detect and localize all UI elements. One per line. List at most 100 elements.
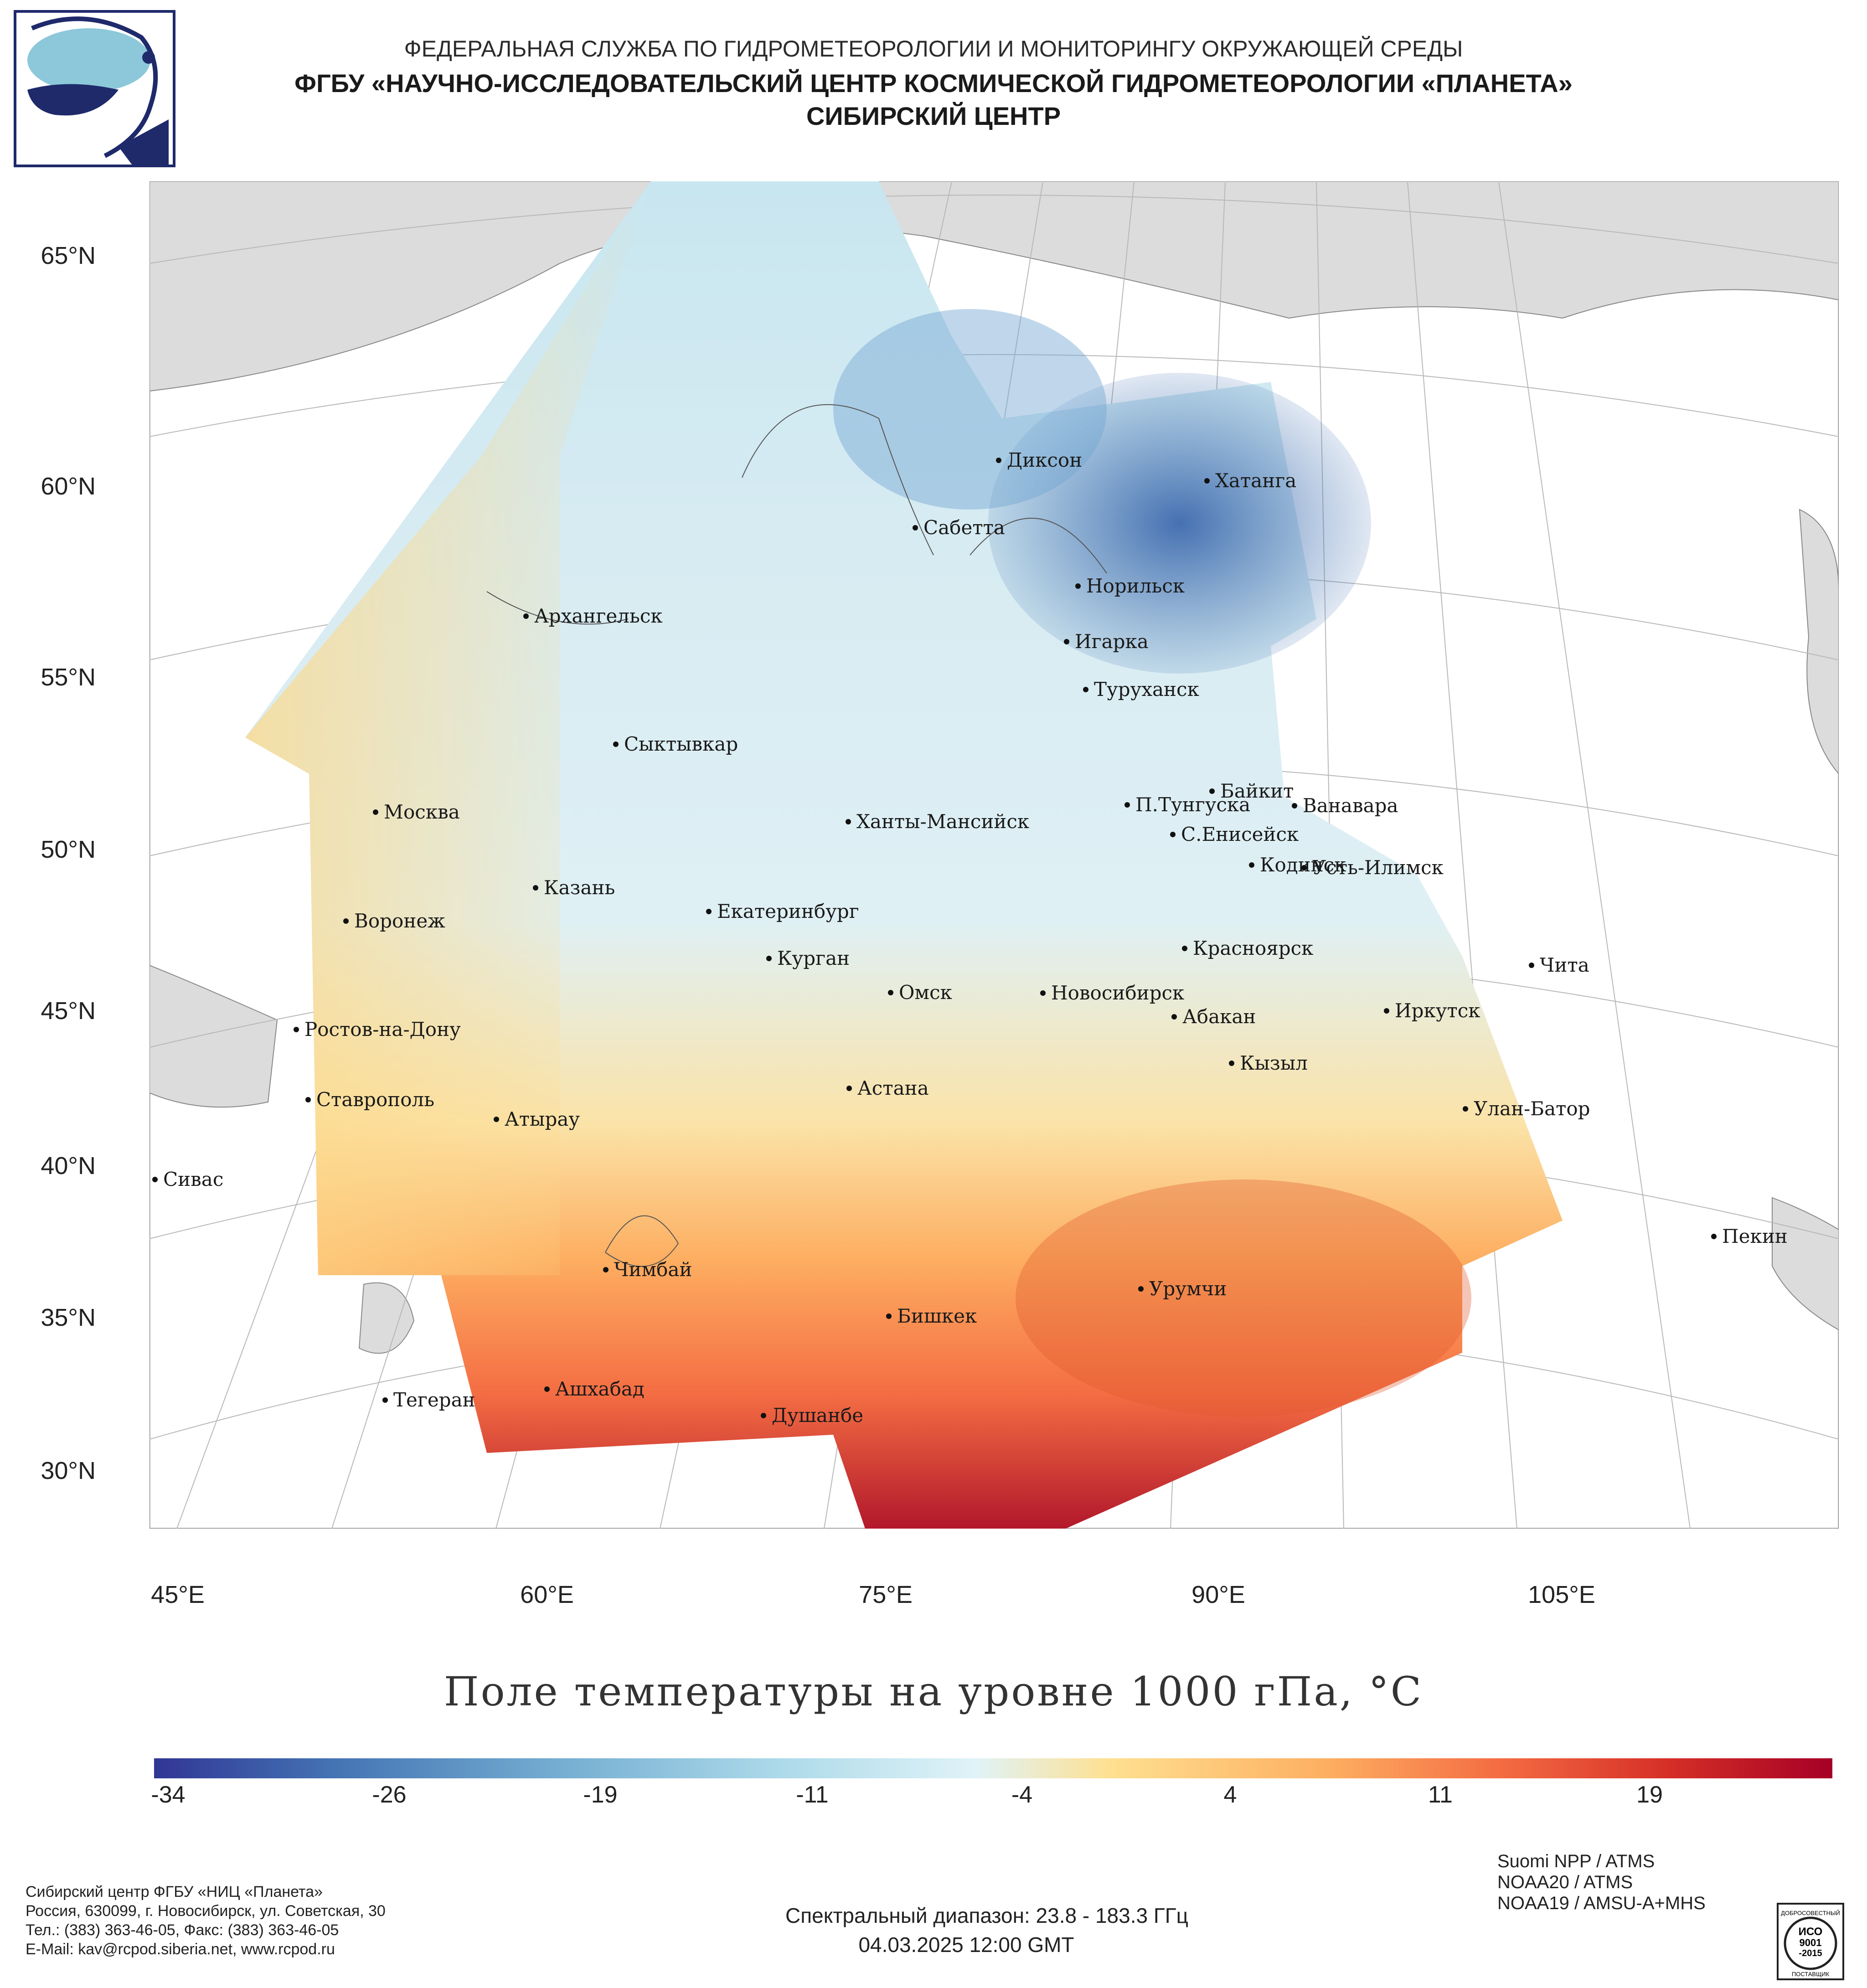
- city-dot: [343, 918, 349, 924]
- city-dot: [888, 990, 893, 995]
- city-label: Екатеринбург: [717, 900, 859, 922]
- city-label: Диксон: [1007, 449, 1082, 471]
- city-dot: [152, 1177, 158, 1182]
- lat-label-55: 55°N: [41, 664, 96, 691]
- city-label: Новосибирск: [1051, 982, 1184, 1004]
- lon-label-45: 45°E: [151, 1581, 205, 1608]
- city-label: Архангельск: [534, 605, 663, 627]
- svg-text:ИСО: ИСО: [1799, 1926, 1823, 1938]
- lat-label-35: 35°N: [41, 1304, 96, 1331]
- city-marker: Урумчи: [1138, 1277, 1227, 1300]
- city-label: Ванавара: [1303, 794, 1398, 817]
- city-marker: Омск: [888, 981, 952, 1004]
- city-label: Красноярск: [1193, 937, 1313, 959]
- city-dot: [886, 1313, 892, 1319]
- city-dot: [1171, 1014, 1177, 1020]
- city-label: Норильск: [1086, 575, 1185, 597]
- city-marker: Сабетта: [913, 516, 1005, 539]
- lat-label-60: 60°N: [41, 473, 96, 500]
- city-label: Пекин: [1722, 1225, 1788, 1247]
- org-phone: Тел.: (383) 363-46-05, Факс: (383) 363-4…: [26, 1921, 339, 1939]
- city-dot: [382, 1397, 388, 1403]
- city-dot: [996, 458, 1001, 463]
- svg-text:9001: 9001: [1800, 1937, 1822, 1948]
- city-label: Игарка: [1075, 630, 1149, 653]
- satellite-3: NOAA19 / AMSU-A+MHS: [1497, 1893, 1706, 1913]
- city-marker: Кызыл: [1229, 1052, 1308, 1074]
- city-label: Астана: [857, 1077, 929, 1099]
- lat-label-30: 30°N: [41, 1457, 96, 1484]
- lon-label-60: 60°E: [520, 1581, 574, 1608]
- city-marker: Москва: [373, 801, 460, 823]
- city-dot: [373, 809, 378, 815]
- city-marker: Игарка: [1064, 630, 1149, 653]
- city-marker: Сыктывкар: [613, 733, 738, 755]
- city-label: Улан-Батор: [1474, 1097, 1590, 1120]
- city-marker: П.Тунгуска: [1124, 793, 1250, 816]
- city-dot: [761, 1413, 766, 1418]
- city-dot: [533, 885, 538, 891]
- colorbar-tick: -34: [151, 1782, 186, 1808]
- lat-label-65: 65°N: [41, 242, 96, 269]
- colorbar-tick: -11: [796, 1782, 829, 1808]
- city-marker: Диксон: [996, 449, 1082, 471]
- city-marker: Иркутск: [1384, 999, 1480, 1022]
- org-address: Россия, 630099, г. Новосибирск, ул. Сове…: [26, 1902, 386, 1920]
- city-dot: [766, 956, 772, 961]
- city-label: Хатанга: [1215, 469, 1296, 492]
- lon-label-75: 75°E: [859, 1581, 913, 1608]
- header-branch: СИБИРСКИЙ ЦЕНТР: [806, 102, 1061, 130]
- city-dot: [1075, 583, 1081, 589]
- city-label: Воронеж: [354, 910, 445, 932]
- city-marker: Чита: [1529, 954, 1589, 976]
- city-label: Омск: [899, 981, 952, 1004]
- city-dot: [1463, 1106, 1468, 1112]
- city-marker: Ханты-Мансийск: [846, 810, 1029, 833]
- city-label: Москва: [384, 801, 460, 823]
- city-label: Абакан: [1182, 1005, 1256, 1028]
- header-center: ФГБУ «НАУЧНО-ИССЛЕДОВАТЕЛЬСКИЙ ЦЕНТР КОС…: [294, 69, 1573, 98]
- city-dot: [1249, 862, 1254, 868]
- colorbar-tick: 19: [1636, 1782, 1663, 1808]
- city-label: Чимбай: [614, 1258, 692, 1281]
- city-label: Сыктывкар: [624, 733, 738, 755]
- city-marker: Астана: [846, 1077, 929, 1099]
- city-label: Тегеран: [393, 1389, 475, 1411]
- city-dot: [1229, 1061, 1234, 1066]
- city-marker: Атырау: [494, 1108, 580, 1130]
- satellite-2: NOAA20 / ATMS: [1497, 1872, 1633, 1892]
- city-label: Чита: [1540, 954, 1589, 976]
- city-marker: Улан-Батор: [1463, 1097, 1590, 1120]
- org-email: E-Mail: kav@rcpod.siberia.net, www.rcpod…: [26, 1941, 335, 1958]
- city-label: Душанбе: [772, 1404, 863, 1427]
- lon-label-105: 105°E: [1528, 1581, 1595, 1608]
- city-marker: Пекин: [1711, 1225, 1788, 1247]
- city-label: Туруханск: [1094, 678, 1199, 700]
- city-dot: [494, 1117, 499, 1122]
- colorbar-tick: -4: [1011, 1782, 1033, 1808]
- city-markers: Диксон Хатанга Сабетта Норильск Архангельск И…: [152, 449, 1788, 1427]
- city-marker: Красноярск: [1182, 937, 1313, 959]
- city-marker: Казань: [533, 876, 615, 899]
- city-dot: [1182, 946, 1187, 951]
- city-dot: [706, 909, 712, 914]
- city-dot: [1301, 865, 1307, 870]
- city-marker: Сивас: [152, 1168, 223, 1190]
- city-dot: [1064, 639, 1069, 644]
- svg-text:-2015: -2015: [1799, 1948, 1822, 1958]
- colorbar-tick: 11: [1428, 1782, 1453, 1808]
- lat-label-50: 50°N: [41, 836, 96, 863]
- city-dot: [846, 1086, 852, 1091]
- lat-label-45: 45°N: [41, 997, 96, 1025]
- city-dot: [1138, 1286, 1144, 1292]
- city-label: Казань: [544, 876, 615, 899]
- city-marker: Душанбе: [761, 1404, 863, 1427]
- city-dot: [1209, 788, 1215, 794]
- city-dot: [305, 1097, 311, 1102]
- city-marker: Чимбай: [603, 1258, 692, 1281]
- colorbar-tick: 4: [1223, 1782, 1237, 1808]
- temperature-map: Диксон Хатанга Сабетта Норильск Архангельск И…: [150, 181, 1839, 1529]
- city-label: Кодинск: [1260, 854, 1346, 876]
- colorbar-tick: -26: [372, 1782, 407, 1808]
- city-dot: [1124, 802, 1130, 808]
